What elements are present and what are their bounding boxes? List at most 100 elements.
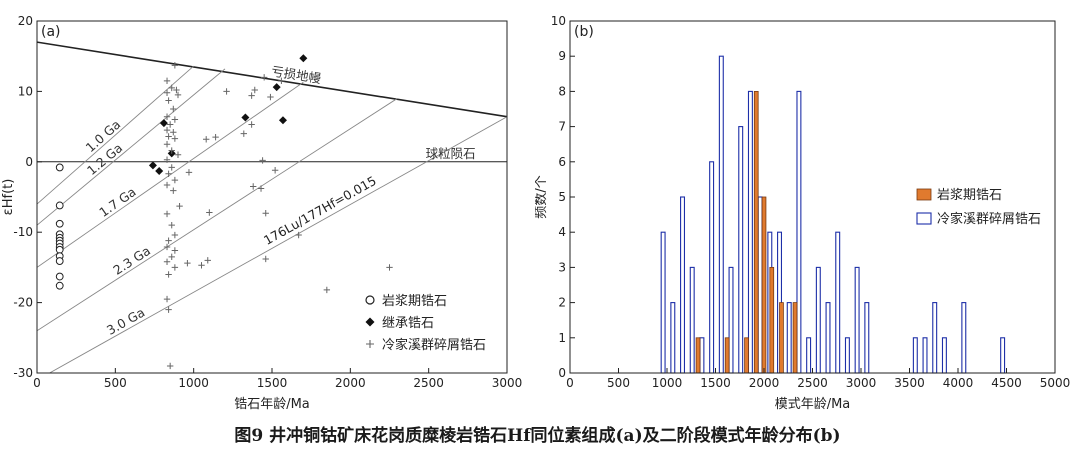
point-detrital-zircon bbox=[323, 286, 331, 294]
point-detrital-zircon bbox=[163, 141, 171, 148]
bar-detrital-zircon bbox=[699, 337, 705, 374]
panel-label-b: (b) bbox=[574, 24, 594, 40]
bar-magmatic-zircon bbox=[792, 302, 798, 374]
bar-detrital-zircon bbox=[912, 337, 918, 374]
panel-label-a: (a) bbox=[41, 24, 61, 40]
x-tick-label-a: 1000 bbox=[178, 376, 209, 390]
point-detrital-zircon bbox=[166, 121, 174, 128]
bar-detrital-zircon bbox=[738, 126, 744, 374]
x-tick-label-b: 500 bbox=[607, 376, 630, 390]
y-axis-label-b: 频数/个 bbox=[535, 175, 549, 218]
x-axis-label-b: 模式年龄/Ma bbox=[775, 397, 851, 412]
x-tick-label-b: 1000 bbox=[652, 376, 683, 390]
bar-magmatic-zircon bbox=[769, 266, 775, 374]
point-detrital-zircon bbox=[171, 264, 179, 271]
bar-detrital-zircon bbox=[728, 266, 734, 374]
point-detrital-zircon bbox=[176, 202, 183, 210]
point-detrital-zircon bbox=[206, 209, 213, 216]
x-axis-label-a: 锆石年龄/Ma bbox=[234, 397, 310, 412]
point-detrital-zircon bbox=[204, 257, 211, 264]
point-detrital-zircon bbox=[163, 210, 171, 218]
point-detrital-zircon bbox=[168, 253, 175, 261]
legend-label-detrital-b: 冷家溪群碎屑锆石 bbox=[937, 211, 1041, 227]
point-detrital-zircon bbox=[165, 271, 172, 278]
x-tick-label-a: 0 bbox=[33, 376, 41, 390]
reference-line-crust-3.0 bbox=[48, 116, 507, 373]
legend-label-magmatic-b: 岩浆期锆石 bbox=[937, 188, 1002, 203]
reference-line-crust-1.0 bbox=[37, 65, 194, 205]
point-detrital-zircon bbox=[171, 231, 179, 239]
x-tick-label-b: 3500 bbox=[894, 376, 925, 390]
x-tick-label-b: 2500 bbox=[797, 376, 828, 390]
legend-marker-detrital bbox=[366, 340, 374, 348]
point-detrital-zircon bbox=[170, 187, 177, 194]
point-detrital-zircon bbox=[250, 183, 257, 190]
bar-detrital-zircon bbox=[961, 302, 967, 374]
reference-line-crust-1.2 bbox=[37, 68, 226, 226]
point-detrital-zircon bbox=[163, 243, 171, 251]
legend-label-inherited: 继承锆石 bbox=[382, 316, 434, 331]
point-detrital-zircon bbox=[248, 92, 255, 99]
label-crust-1.7: 1.7 Ga bbox=[96, 184, 138, 220]
point-detrital-zircon bbox=[163, 295, 171, 303]
legend-marker-inherited bbox=[365, 317, 375, 327]
y-tick-label-a: 0 bbox=[25, 155, 33, 169]
point-detrital-zircon bbox=[168, 147, 175, 154]
point-detrital-zircon bbox=[166, 362, 174, 370]
point-magmatic-zircon bbox=[55, 245, 64, 254]
point-inherited-zircon bbox=[272, 83, 281, 92]
point-detrital-zircon bbox=[271, 167, 279, 174]
point-detrital-zircon bbox=[260, 74, 268, 81]
y-tick-label-b: 5 bbox=[558, 190, 566, 204]
bar-detrital-zircon bbox=[796, 90, 802, 374]
point-detrital-zircon bbox=[163, 89, 171, 97]
point-inherited-zircon bbox=[241, 113, 250, 122]
y-tick-label-b: 3 bbox=[558, 260, 566, 274]
x-tick-label-b: 4000 bbox=[943, 376, 974, 390]
y-tick-label-a: -20 bbox=[13, 296, 33, 310]
y-tick-label-b: 6 bbox=[558, 155, 566, 169]
point-inherited-zircon bbox=[159, 119, 168, 128]
chart-a-points bbox=[55, 54, 393, 370]
bar-detrital-zircon bbox=[864, 302, 870, 374]
point-detrital-zircon bbox=[267, 93, 274, 101]
x-tick-label-b: 2000 bbox=[749, 376, 780, 390]
point-detrital-zircon bbox=[165, 133, 172, 140]
bar-detrital-zircon bbox=[680, 196, 686, 374]
legend-label-magmatic: 岩浆期锆石 bbox=[382, 294, 447, 309]
point-detrital-zircon bbox=[170, 129, 177, 136]
point-detrital-zircon bbox=[257, 185, 265, 192]
point-detrital-zircon bbox=[168, 164, 175, 171]
point-detrital-zircon bbox=[170, 105, 177, 113]
y-axis-label-a: εHf(t) bbox=[1, 179, 16, 216]
x-tick-label-a: 500 bbox=[104, 376, 127, 390]
point-detrital-zircon bbox=[259, 157, 266, 164]
y-tick-label-b: 1 bbox=[558, 331, 566, 345]
reference-line-crust-2.3 bbox=[37, 98, 398, 332]
point-magmatic-zircon bbox=[55, 272, 64, 281]
point-detrital-zircon bbox=[165, 170, 172, 177]
bar-magmatic-zircon bbox=[753, 91, 759, 374]
bar-detrital-zircon bbox=[747, 90, 753, 374]
x-tick-label-a: 2500 bbox=[413, 376, 444, 390]
x-tick-label-a: 2000 bbox=[335, 376, 366, 390]
point-inherited-zircon bbox=[155, 166, 164, 175]
bar-detrital-zircon bbox=[854, 266, 860, 374]
bar-detrital-zircon bbox=[815, 266, 821, 374]
point-detrital-zircon bbox=[295, 231, 302, 239]
bar-detrital-zircon bbox=[670, 302, 676, 374]
x-tick-label-a: 1500 bbox=[257, 376, 288, 390]
point-magmatic-zircon bbox=[55, 163, 64, 172]
point-detrital-zircon bbox=[203, 136, 210, 143]
legend-swatch-detrital bbox=[916, 212, 932, 225]
x-tick-label-b: 4500 bbox=[991, 376, 1022, 390]
bar-detrital-zircon bbox=[932, 302, 938, 374]
point-detrital-zircon bbox=[165, 237, 172, 244]
bar-detrital-zircon bbox=[941, 337, 947, 374]
legend-marker-magmatic bbox=[365, 295, 375, 305]
bar-detrital-zircon bbox=[757, 196, 763, 374]
point-detrital-zircon bbox=[168, 84, 175, 92]
bar-detrital-zircon bbox=[1000, 337, 1006, 374]
point-detrital-zircon bbox=[240, 130, 247, 137]
label-crust-3.0: 3.0 Ga bbox=[104, 305, 147, 338]
